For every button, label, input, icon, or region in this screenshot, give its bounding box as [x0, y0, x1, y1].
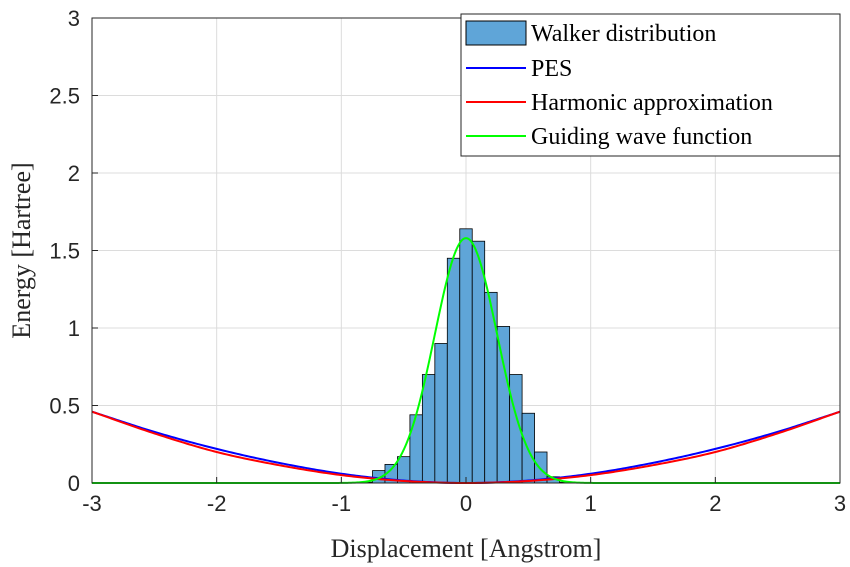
legend-entry-pes: PES [531, 56, 572, 82]
y-axis-label: Energy [Hartree] [7, 162, 36, 338]
x-tick-label: -1 [332, 491, 352, 516]
legend-entry-guiding-wave-function: Guiding wave function [531, 124, 752, 150]
tick-labels: -3 -2 -1 0 1 2 3 0 0.5 1 1.5 2 2.5 3 [49, 6, 846, 516]
y-tick-label: 3 [68, 6, 80, 31]
legend: Walker distribution PES Harmonic approxi… [460, 13, 841, 157]
legend-entry-walker-distribution: Walker distribution [531, 21, 716, 47]
y-tick-label: 1 [68, 316, 80, 341]
histogram-bar [409, 414, 423, 484]
histogram-bar [397, 456, 411, 484]
histogram-bar [421, 374, 436, 484]
x-tick-label: 3 [834, 491, 846, 516]
histogram-bars [359, 228, 573, 484]
histogram-bar [471, 240, 486, 484]
y-tick-label: 0 [68, 471, 80, 496]
histogram-bar [459, 228, 473, 484]
histogram-bar [496, 326, 511, 484]
x-tick-label: 0 [460, 491, 472, 516]
x-axis-label: Displacement [Angstrom] [331, 534, 602, 563]
histogram-bar [446, 257, 461, 484]
legend-entry-harmonic-approximation: Harmonic approximation [531, 90, 773, 116]
y-tick-label: 1.5 [49, 239, 80, 264]
y-tick-label: 2 [68, 161, 80, 186]
x-tick-label: -3 [82, 491, 102, 516]
y-tick-label: 2.5 [49, 84, 80, 109]
histogram-bar [434, 343, 448, 484]
x-tick-label: -2 [207, 491, 227, 516]
y-tick-label: 0.5 [49, 394, 80, 419]
legend-swatch-walker-distribution [465, 20, 527, 46]
x-tick-label: 1 [585, 491, 597, 516]
x-tick-label: 2 [709, 491, 721, 516]
